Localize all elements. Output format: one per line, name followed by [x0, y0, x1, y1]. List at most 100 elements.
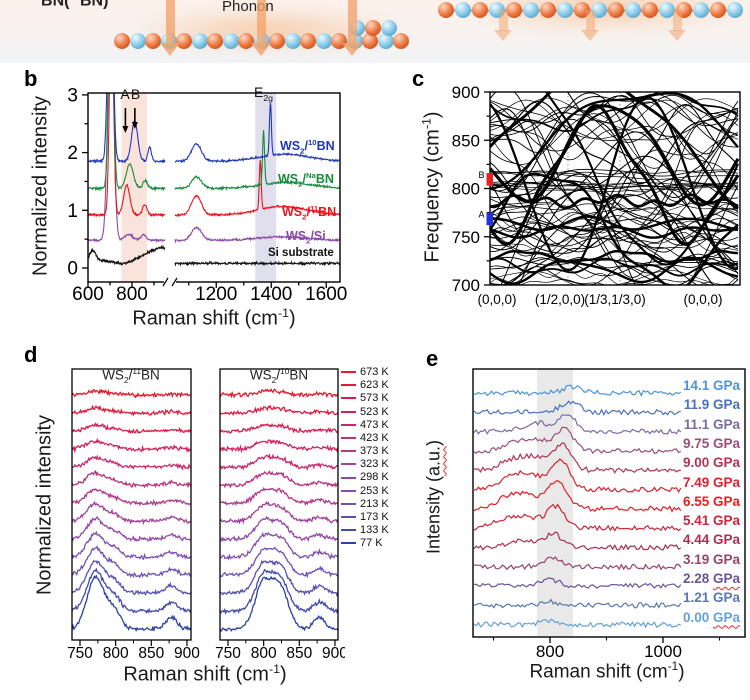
d-xlabel-sup: -1 [268, 662, 280, 676]
plot-frame [87, 92, 341, 283]
c-ylabel-close: ) [421, 111, 444, 119]
isotope-text-close: BN) [79, 0, 109, 10]
spectrum-curve [88, 93, 166, 192]
phonon-band [490, 170, 739, 175]
nitrogen-atom [222, 33, 239, 49]
legend-item: 523 K [341, 406, 389, 418]
x-tick-label: 800 [116, 284, 148, 305]
phonon-arrow-icon [494, 30, 512, 41]
boron-atom [145, 33, 161, 49]
panel-b-ylabel: Normalized intensity [29, 95, 52, 277]
kpoint-label: (1/3,1/3,0) [584, 292, 646, 307]
x-tick-label: 900 [174, 645, 200, 662]
phonon-band [490, 235, 739, 253]
phonon-arrow-icon-stem [256, 0, 266, 44]
axis-break-slash [162, 277, 169, 287]
boron-atom [269, 33, 285, 49]
spectrum-curve [72, 404, 191, 417]
spectrum-curve [220, 388, 338, 399]
legend-label: 423 K [360, 431, 389, 444]
phonon-band [490, 94, 739, 155]
spectrum-curve [473, 618, 682, 629]
phonon-band [490, 225, 739, 239]
boron-atom [114, 33, 130, 49]
panel-e-xlabel: Raman shift (cm-1) [529, 660, 684, 683]
panel-b-chart: 600 800 1200 1400 1600 0 1 2 3 [67, 85, 347, 305]
spectrum-curve [174, 160, 340, 218]
legend-item: 298 K [341, 471, 389, 483]
y-tick-label: 900 [452, 83, 480, 102]
phonon-band [490, 96, 739, 127]
x-tick-label: 600 [72, 284, 104, 305]
boron-atom [362, 33, 378, 49]
spectrum-curve [72, 388, 191, 399]
c-ylabel-text: Frequency (cm [421, 129, 444, 263]
phonon-band [490, 93, 739, 152]
plot-area [72, 388, 191, 633]
spectrum-curve [174, 260, 340, 267]
y-tick-label: 700 [452, 276, 480, 295]
legend-item: 77 K [341, 537, 383, 549]
phonon-band [490, 104, 739, 143]
phonon-band [490, 103, 739, 225]
spectrum-curve [220, 470, 338, 489]
peak-arrow-head [122, 126, 129, 133]
spectrum-curve [220, 422, 338, 435]
axis-break-slash [171, 277, 178, 287]
kpoint-label: (0,0,0) [477, 292, 516, 307]
spectrum-curve [174, 225, 340, 244]
legend-label: 673 K [360, 366, 389, 378]
highlight-band [537, 369, 574, 637]
spectrum-curve [72, 574, 191, 633]
mode-marker-label: A [478, 210, 484, 220]
y-tick-label: 850 [452, 131, 480, 150]
phonon-band [490, 94, 739, 133]
panel-b-xlabel: Raman shift (cm-1) [132, 306, 295, 331]
legend-item: 423 K [341, 432, 389, 444]
phonon-band [490, 203, 739, 234]
x-tick-label: 750 [67, 645, 93, 662]
nitrogen-atom [557, 2, 573, 18]
panel-a-schematic: 10BN(11BN) Phonon [0, 0, 750, 63]
spectrum-curve [473, 426, 682, 455]
nitrogen-atom [693, 2, 709, 18]
nitrogen-atom [284, 33, 301, 49]
spectrum-curve [220, 568, 338, 615]
legend-item: 173 K [341, 511, 389, 523]
boron-atom [506, 2, 522, 18]
peak-arrow-head [131, 122, 138, 129]
phonon-band [490, 231, 739, 256]
mode-marker [486, 173, 493, 186]
legend-item: 623 K [341, 379, 389, 391]
spectrum-curve [72, 469, 191, 489]
phonon-band [490, 113, 739, 169]
x-tick-label: 850 [286, 645, 312, 662]
y-tick-label: 800 [452, 180, 480, 199]
nitrogen-atom [381, 20, 397, 36]
e-xlabel-sup: -1 [667, 660, 679, 673]
spectrum-curve [88, 93, 166, 218]
phonon-band [490, 118, 739, 202]
e-ylabel-close: ) [423, 439, 444, 446]
boron-atom [300, 33, 316, 49]
boron-atom [472, 2, 488, 18]
phonon-band [490, 256, 739, 285]
boron-atom [438, 2, 454, 18]
panel-d-xlabel: Raman shift (cm-1) [123, 662, 286, 687]
isotope-sup-11: 11 [69, 0, 79, 2]
legend-item: 573 K [341, 392, 389, 404]
plot-frame [472, 368, 746, 638]
phonon-arrow-icon-stem [672, 10, 682, 31]
spectrum-curve [473, 479, 682, 513]
x-tick-label: 1600 [305, 284, 347, 305]
y-tick-label: 0 [67, 259, 78, 280]
b-xlabel-text: Raman shift (cm [132, 307, 278, 330]
mode-marker-label: B [478, 170, 484, 180]
panel-c-letter: c [412, 66, 425, 91]
y-tick-label: 1 [67, 201, 78, 222]
spectrum-curve [473, 556, 682, 571]
spectrum-curve [220, 531, 338, 561]
isotope-label: 10BN(11BN) [30, 0, 108, 10]
phonon-band [490, 279, 737, 285]
